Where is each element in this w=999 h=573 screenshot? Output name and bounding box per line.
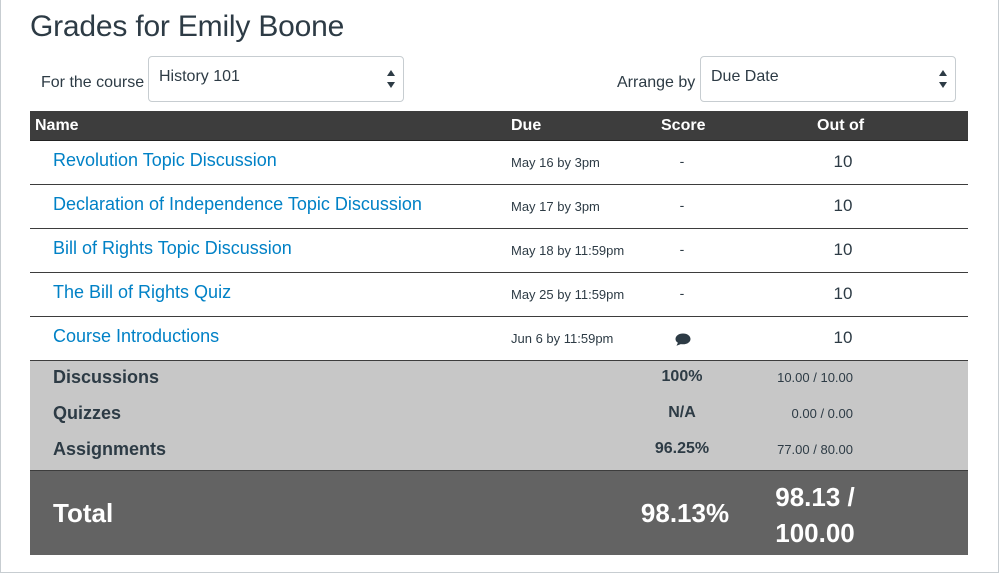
select-arrows-icon <box>387 70 395 88</box>
course-label: For the course <box>41 74 145 91</box>
assignment-link[interactable]: Revolution Topic Discussion <box>53 150 277 170</box>
assignment-link[interactable]: Course Introductions <box>53 326 220 346</box>
score-value: - <box>679 285 685 301</box>
total-row: Total 98.13% 98.13 / 100.00 <box>30 471 968 555</box>
summary-points: 77.00 / 80.00 <box>777 442 853 457</box>
out-of-value: 10 <box>833 196 853 215</box>
assignment-link[interactable]: Declaration of Independence Topic Discus… <box>53 194 422 214</box>
due-date: May 17 by 3pm <box>511 199 600 214</box>
arrange-label: Arrange by <box>617 74 696 91</box>
total-points-line-2: 100.00 <box>775 518 855 548</box>
summary-percent: 96.25% <box>654 440 710 457</box>
comment-icon[interactable] <box>675 333 691 346</box>
out-of-value: 10 <box>833 152 853 171</box>
grades-table: Name Due Score Out of Revolution Topic D… <box>30 111 968 555</box>
out-of-value: 10 <box>833 284 853 303</box>
score-value: - <box>679 241 685 257</box>
summary-row-assignments: Assignments 96.25% 77.00 / 80.00 <box>30 433 968 469</box>
out-of-value: 10 <box>833 328 853 347</box>
table-header: Name Due Score Out of <box>30 111 968 141</box>
due-date: May 18 by 11:59pm <box>511 243 625 258</box>
out-of-value: 10 <box>833 240 853 259</box>
arrange-select-value: Due Date <box>711 68 779 85</box>
header-due: Due <box>511 117 542 134</box>
score-value: - <box>679 153 685 169</box>
total-points: 98.13 / 100.00 <box>768 479 862 551</box>
due-date: Jun 6 by 11:59pm <box>511 331 614 346</box>
summary-percent: 100% <box>661 368 703 385</box>
summary-label: Assignments <box>53 439 167 459</box>
course-select-value: History 101 <box>159 68 240 85</box>
summary-points: 0.00 / 0.00 <box>791 406 853 421</box>
table-row: Revolution Topic Discussion May 16 by 3p… <box>30 141 968 185</box>
table-row: Course Introductions Jun 6 by 11:59pm 10 <box>30 317 968 361</box>
total-label: Total <box>53 498 114 528</box>
course-select[interactable]: History 101 <box>148 56 404 102</box>
score-value: - <box>679 197 685 213</box>
summary-row-quizzes: Quizzes N/A 0.00 / 0.00 <box>30 397 968 433</box>
group-summary: Discussions 100% 10.00 / 10.00 Quizzes N… <box>30 361 968 471</box>
due-date: May 16 by 3pm <box>511 155 600 170</box>
summary-percent: N/A <box>668 404 696 421</box>
summary-points: 10.00 / 10.00 <box>777 370 853 385</box>
summary-row-discussions: Discussions 100% 10.00 / 10.00 <box>30 361 968 397</box>
summary-label: Discussions <box>53 367 160 387</box>
table-row: Bill of Rights Topic Discussion May 18 b… <box>30 229 968 273</box>
table-row: The Bill of Rights Quiz May 25 by 11:59p… <box>30 273 968 317</box>
page-title: Grades for Emily Boone <box>30 10 345 43</box>
total-points-line-1: 98.13 / <box>775 482 855 512</box>
summary-label: Quizzes <box>53 403 122 423</box>
table-row: Declaration of Independence Topic Discus… <box>30 185 968 229</box>
total-percent: 98.13% <box>640 498 730 528</box>
header-score: Score <box>661 117 706 134</box>
select-arrows-icon <box>939 70 947 88</box>
assignment-link[interactable]: The Bill of Rights Quiz <box>53 282 232 302</box>
arrange-select[interactable]: Due Date <box>700 56 956 102</box>
header-name: Name <box>35 117 79 134</box>
due-date: May 25 by 11:59pm <box>511 287 625 302</box>
assignment-link[interactable]: Bill of Rights Topic Discussion <box>53 238 292 258</box>
header-out-of: Out of <box>817 117 865 134</box>
